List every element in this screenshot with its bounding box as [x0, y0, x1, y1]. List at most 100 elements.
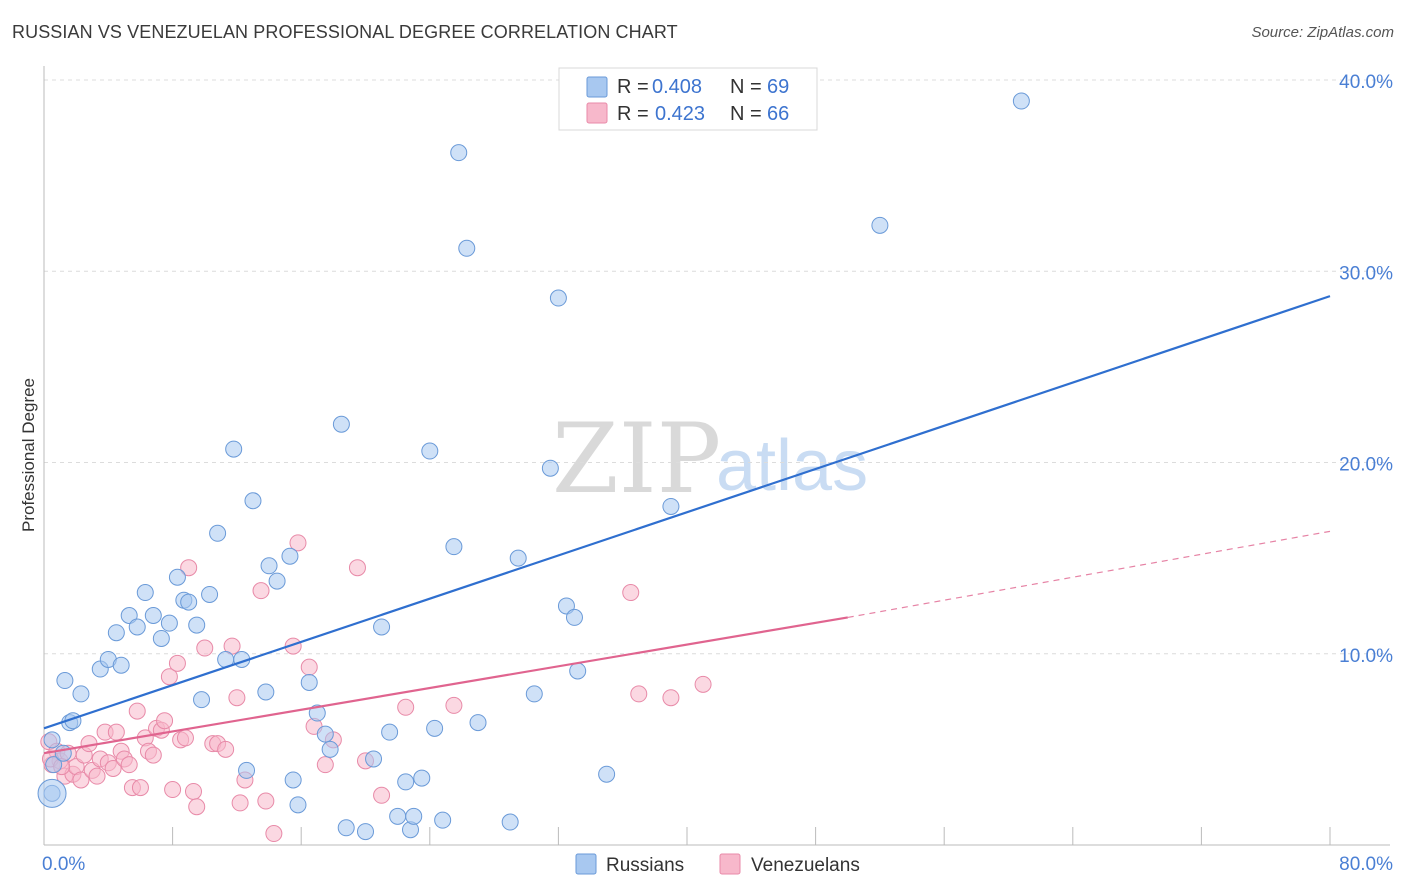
russians-point	[45, 756, 63, 774]
venezuelans-point	[228, 689, 246, 707]
trend-lines	[43, 295, 1331, 755]
venezuelans-point	[188, 798, 206, 816]
russians-point	[257, 683, 275, 701]
russians-point	[268, 572, 286, 590]
russians-point	[501, 813, 519, 831]
russians-point	[662, 497, 680, 515]
bottom-legend: Russians Venezuelans	[575, 853, 860, 876]
russians-point	[871, 216, 889, 234]
venezuelans-point	[257, 792, 275, 810]
russians-point	[281, 547, 299, 565]
x-tick-label: 80.0%	[1339, 854, 1393, 875]
venezuelans-point	[231, 794, 249, 812]
russians-point	[421, 442, 439, 460]
russians-point	[284, 771, 302, 789]
russians-point	[373, 618, 391, 636]
russians-point	[316, 725, 334, 743]
venezuelans-point	[131, 779, 149, 797]
russians-point	[1012, 92, 1030, 110]
y-tick-label: 20.0%	[1339, 455, 1393, 476]
legend-russians-r-label: R =	[617, 76, 649, 98]
russians-point	[389, 807, 407, 825]
russians-point	[426, 719, 444, 737]
venezuelans-point	[196, 639, 214, 657]
venezuelans-point	[217, 740, 235, 758]
russians-point	[54, 744, 72, 762]
legend-box: R = 0.408 N = 69 R = 0.423 N = 66	[558, 67, 818, 131]
russians-point	[168, 568, 186, 586]
russians-point	[260, 557, 278, 575]
y-tick-label: 30.0%	[1339, 263, 1393, 284]
legend-venezuelans-n-value: 66	[767, 103, 789, 125]
chart-title: RUSSIAN VS VENEZUELAN PROFESSIONAL DEGRE…	[12, 22, 678, 42]
y-tick-label: 10.0%	[1339, 646, 1393, 667]
russians-point	[289, 796, 307, 814]
russians-point	[321, 740, 339, 758]
tick-labels: 10.0% 20.0% 30.0% 40.0% 0.0% 80.0%	[42, 72, 1393, 875]
russians-points	[37, 92, 1030, 841]
venezuelans-point	[694, 675, 712, 693]
russians-point	[152, 629, 170, 647]
russians-point	[225, 440, 243, 458]
legend-russians-n-value: 69	[767, 76, 789, 98]
legend-russians-n-label: N =	[730, 76, 762, 98]
legend-russians-swatch	[586, 76, 608, 98]
russians-point	[112, 656, 130, 674]
russians-point	[549, 289, 567, 307]
venezuelans-point	[252, 582, 270, 600]
russians-point	[569, 662, 587, 680]
bottom-legend-russians-swatch	[575, 853, 597, 875]
source-label: Source: ZipAtlas.com	[1251, 24, 1394, 41]
venezuelans-point	[128, 702, 146, 720]
venezuelans-point	[265, 825, 283, 843]
russians-point	[72, 685, 90, 703]
gridlines	[44, 79, 1390, 655]
legend-russians-r-value: 0.408	[652, 76, 702, 98]
venezuelans-point	[144, 746, 162, 764]
y-tick-label: 40.0%	[1339, 72, 1393, 93]
x-tick-label: 0.0%	[42, 854, 85, 875]
russians-point	[107, 624, 125, 642]
venezuelans-point	[180, 559, 198, 577]
bottom-legend-russians: Russians	[606, 855, 684, 876]
watermark-atlas: atlas	[716, 426, 868, 506]
venezuelans-point	[160, 668, 178, 686]
legend-venezuelans-r-label: R =	[617, 103, 649, 125]
russians-point	[525, 685, 543, 703]
venezuelans-point	[348, 559, 366, 577]
venezuelans-point	[156, 712, 174, 730]
russians-point	[434, 811, 452, 829]
y-axis-label: Professional Degree	[19, 378, 38, 532]
russians-point	[136, 584, 154, 602]
venezuelans-point	[88, 767, 106, 785]
russians-point	[209, 524, 227, 542]
venezuelans-point	[176, 729, 194, 747]
russians-point	[413, 769, 431, 787]
russians-point	[332, 415, 350, 433]
venezuelans-point	[184, 782, 202, 800]
venezuelans-point	[397, 698, 415, 716]
russians-point	[450, 144, 468, 162]
russians-point	[541, 459, 559, 477]
venezuelans-point	[289, 534, 307, 552]
russians-point	[458, 239, 476, 257]
venezuelans-point	[445, 696, 463, 714]
russians-point	[43, 731, 61, 749]
bottom-legend-venezuelans: Venezuelans	[751, 855, 860, 876]
venezuelans-point	[662, 689, 680, 707]
venezuelans-points	[40, 534, 712, 843]
venezuelans-point	[373, 786, 391, 804]
russians-point	[193, 691, 211, 709]
russians-point	[469, 714, 487, 732]
venezuelans-point	[72, 771, 90, 789]
legend-venezuelans-swatch	[586, 102, 608, 124]
russians-point	[201, 585, 219, 603]
russians-point	[365, 750, 383, 768]
venezuelans-point	[316, 756, 334, 774]
russians-point	[308, 704, 326, 722]
russians-point	[397, 773, 415, 791]
watermark: ZIP atlas	[552, 403, 868, 515]
russians-point	[56, 672, 74, 690]
venezuelans-point	[107, 723, 125, 741]
